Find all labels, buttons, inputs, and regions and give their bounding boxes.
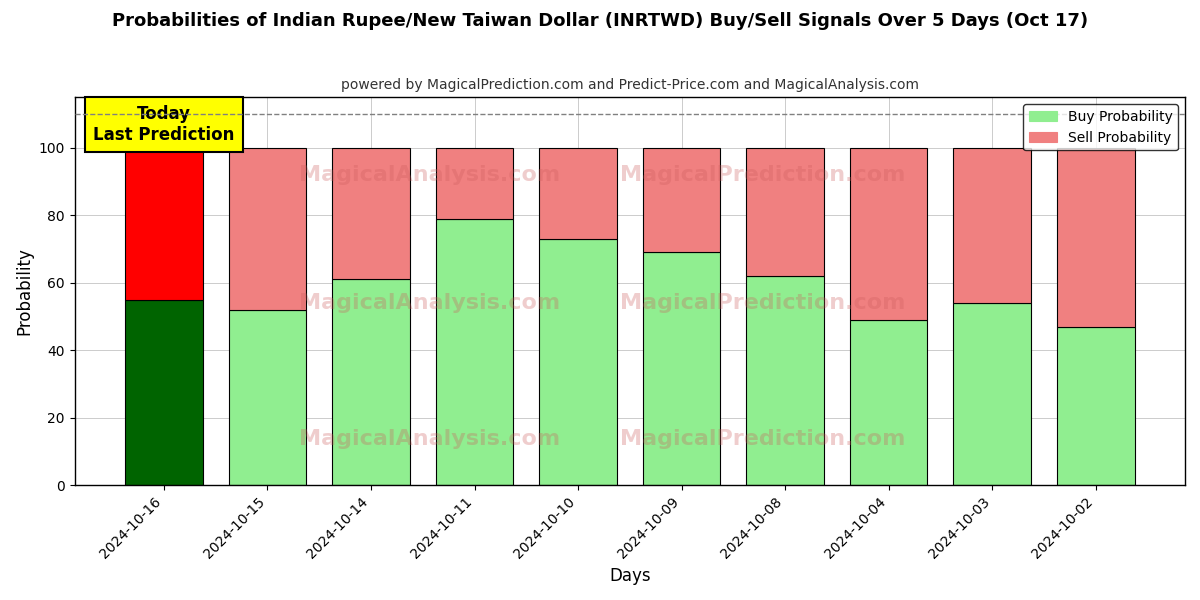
Bar — [436, 148, 514, 219]
Bar — [332, 280, 410, 485]
Bar — [643, 148, 720, 253]
Bar — [229, 310, 306, 485]
Bar — [643, 253, 720, 485]
Bar — [125, 299, 203, 485]
Bar — [850, 148, 928, 320]
Text: Probabilities of Indian Rupee/New Taiwan Dollar (INRTWD) Buy/Sell Signals Over 5: Probabilities of Indian Rupee/New Taiwan… — [112, 12, 1088, 30]
Title: powered by MagicalPrediction.com and Predict-Price.com and MagicalAnalysis.com: powered by MagicalPrediction.com and Pre… — [341, 78, 919, 92]
Bar — [332, 148, 410, 280]
Text: MagicalAnalysis.com: MagicalAnalysis.com — [300, 165, 560, 185]
X-axis label: Days: Days — [610, 567, 650, 585]
Bar — [125, 148, 203, 299]
Bar — [850, 320, 928, 485]
Text: MagicalPrediction.com: MagicalPrediction.com — [620, 165, 906, 185]
Text: MagicalAnalysis.com: MagicalAnalysis.com — [300, 428, 560, 449]
Bar — [953, 303, 1031, 485]
Legend: Buy Probability, Sell Probability: Buy Probability, Sell Probability — [1024, 104, 1178, 151]
Y-axis label: Probability: Probability — [16, 247, 34, 335]
Text: MagicalAnalysis.com: MagicalAnalysis.com — [300, 293, 560, 313]
Bar — [953, 148, 1031, 303]
Bar — [746, 276, 824, 485]
Text: Today
Last Prediction: Today Last Prediction — [94, 105, 235, 144]
Bar — [1057, 148, 1134, 326]
Bar — [1057, 326, 1134, 485]
Bar — [539, 239, 617, 485]
Bar — [746, 148, 824, 276]
Bar — [436, 219, 514, 485]
Bar — [229, 148, 306, 310]
Bar — [539, 148, 617, 239]
Text: MagicalPrediction.com: MagicalPrediction.com — [620, 293, 906, 313]
Text: MagicalPrediction.com: MagicalPrediction.com — [620, 428, 906, 449]
